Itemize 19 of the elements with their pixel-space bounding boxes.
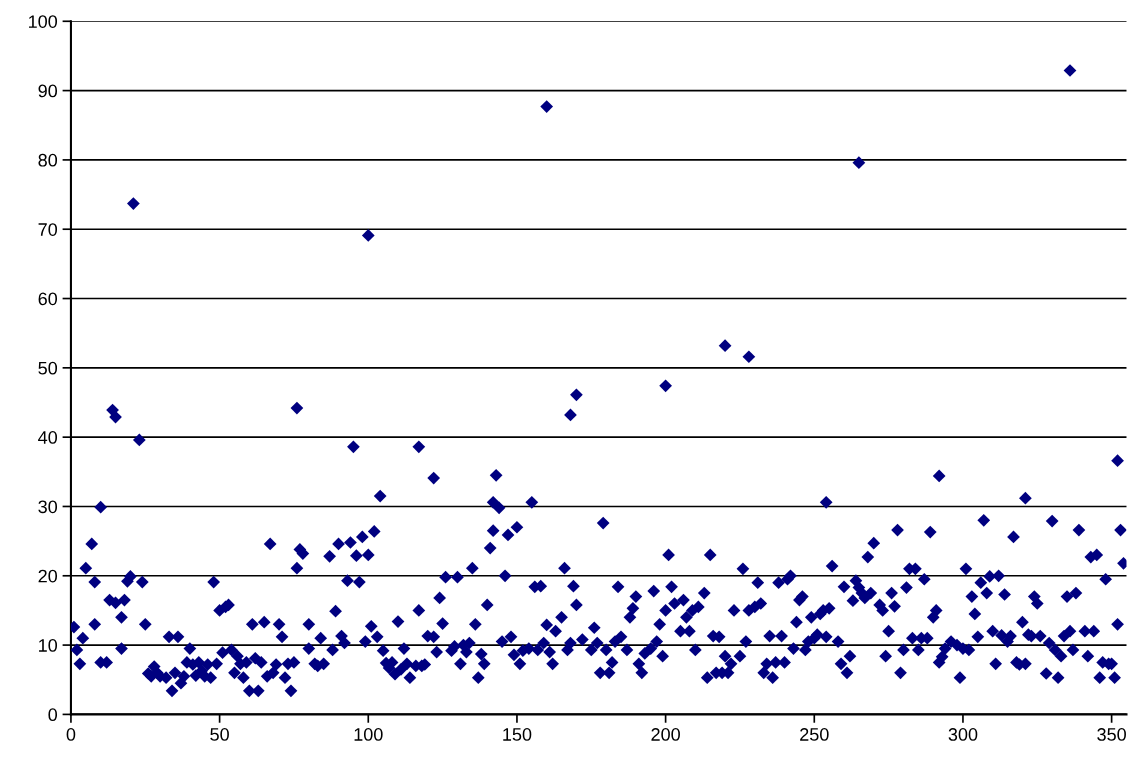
y-tick-label: 0	[48, 708, 58, 722]
x-tick-label: 200	[651, 728, 680, 741]
x-tick-label: 0	[66, 728, 76, 741]
y-tick-label: 90	[38, 84, 58, 98]
y-tick-label: 100	[29, 15, 58, 28]
y-tick-label: 10	[39, 639, 58, 652]
x-tick-label: 100	[354, 728, 383, 741]
y-tick-label: 80	[38, 153, 58, 167]
x-tick-label: 250	[800, 728, 829, 741]
y-tick-label: 30	[38, 500, 58, 514]
y-tick-label: 60	[38, 292, 58, 306]
x-tick-label: 350	[1097, 728, 1126, 741]
x-tick-label: 300	[948, 728, 978, 741]
y-tick-label: 70	[38, 223, 58, 236]
x-tick-label: 50	[210, 728, 229, 741]
y-tick-label: 40	[38, 431, 58, 444]
y-tick-label: 20	[38, 569, 58, 583]
x-tick-label: 150	[503, 728, 532, 741]
y-tick-label: 50	[38, 361, 58, 375]
